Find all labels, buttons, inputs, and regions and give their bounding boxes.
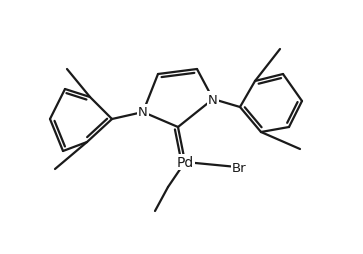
Text: N: N xyxy=(208,93,218,106)
Text: N: N xyxy=(138,106,148,119)
Text: Pd: Pd xyxy=(176,155,193,169)
Text: Br: Br xyxy=(232,161,246,174)
